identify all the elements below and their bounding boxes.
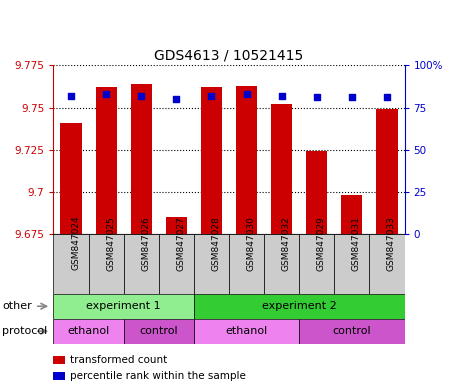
Bar <box>53 294 194 319</box>
Bar <box>341 195 362 234</box>
Bar <box>229 234 264 294</box>
Bar <box>306 151 327 234</box>
Bar <box>60 123 81 234</box>
Bar <box>201 87 222 234</box>
Text: GSM847026: GSM847026 <box>141 216 150 271</box>
Point <box>208 93 215 99</box>
Bar <box>159 234 194 294</box>
Bar <box>53 319 124 344</box>
Text: GSM847024: GSM847024 <box>71 216 80 270</box>
Point <box>173 96 180 102</box>
Text: transformed count: transformed count <box>70 355 167 365</box>
Bar <box>194 319 299 344</box>
Bar <box>264 234 299 294</box>
Point <box>278 93 286 99</box>
Text: GSM847032: GSM847032 <box>282 216 291 271</box>
Point <box>102 91 110 97</box>
Bar <box>271 104 292 234</box>
Point <box>313 94 320 101</box>
Bar <box>131 84 152 234</box>
Title: GDS4613 / 10521415: GDS4613 / 10521415 <box>154 49 304 63</box>
Bar <box>236 86 257 234</box>
Point <box>243 91 250 97</box>
Text: ethanol: ethanol <box>226 326 268 336</box>
Bar <box>166 217 187 234</box>
Text: experiment 2: experiment 2 <box>262 301 337 311</box>
Text: GSM847028: GSM847028 <box>212 216 220 271</box>
Bar <box>334 234 370 294</box>
Text: percentile rank within the sample: percentile rank within the sample <box>70 371 246 381</box>
Bar <box>194 234 229 294</box>
Text: GSM847025: GSM847025 <box>106 216 115 271</box>
Bar <box>299 234 334 294</box>
Text: protocol: protocol <box>2 326 47 336</box>
Point <box>138 93 145 99</box>
Text: ethanol: ethanol <box>67 326 110 336</box>
Text: GSM847029: GSM847029 <box>317 216 326 271</box>
Text: other: other <box>2 301 32 311</box>
Bar <box>124 234 159 294</box>
Point <box>67 93 75 99</box>
Text: control: control <box>140 326 178 336</box>
Bar <box>369 234 405 294</box>
Text: experiment 1: experiment 1 <box>86 301 161 311</box>
Text: GSM847030: GSM847030 <box>246 216 256 271</box>
Bar <box>53 234 88 294</box>
Bar <box>194 294 405 319</box>
Bar <box>377 109 398 234</box>
Bar <box>124 319 194 344</box>
Text: GSM847027: GSM847027 <box>176 216 186 271</box>
Bar <box>88 234 124 294</box>
Bar <box>96 87 117 234</box>
Text: GSM847031: GSM847031 <box>352 216 361 271</box>
Bar <box>299 319 405 344</box>
Point <box>348 94 356 101</box>
Text: GSM847033: GSM847033 <box>387 216 396 271</box>
Point <box>383 94 391 101</box>
Text: control: control <box>332 326 371 336</box>
